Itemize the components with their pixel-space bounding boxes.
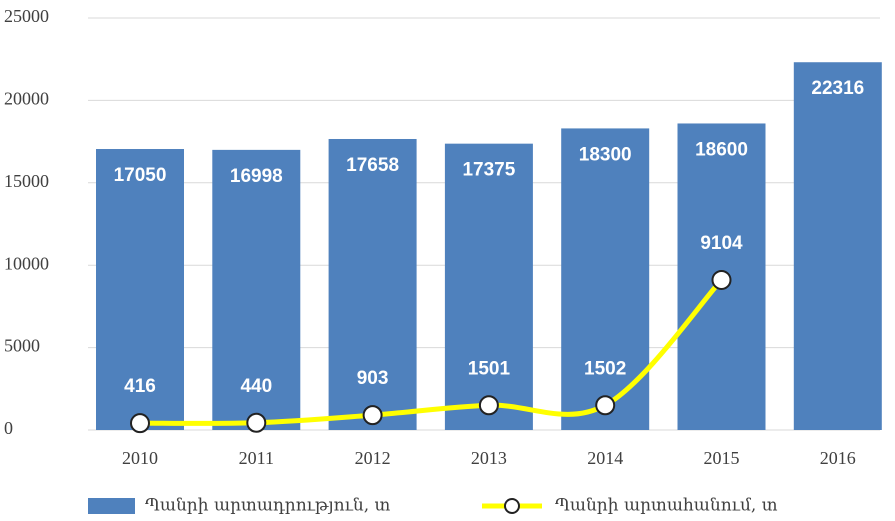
x-tick-label: 2016 bbox=[820, 448, 856, 468]
legend-marker bbox=[504, 498, 520, 514]
y-tick-label: 25000 bbox=[4, 6, 49, 26]
bar-data-label: 18600 bbox=[695, 139, 748, 160]
x-tick-label: 2012 bbox=[355, 448, 391, 468]
legend-swatch bbox=[88, 498, 135, 514]
y-tick-label: 15000 bbox=[4, 171, 49, 191]
legend-label: Պանրի արտադրություն, տ bbox=[145, 496, 391, 516]
y-tick-label: 20000 bbox=[4, 89, 49, 109]
bar-data-label: 17658 bbox=[346, 155, 399, 176]
line-marker bbox=[130, 413, 150, 434]
bar-data-label: 16998 bbox=[230, 166, 283, 187]
legend-label: Պանրի արտահանում, տ bbox=[555, 496, 778, 516]
bar-data-label: 17050 bbox=[114, 165, 167, 186]
line-data-label: 1501 bbox=[468, 358, 511, 379]
bar bbox=[212, 149, 301, 430]
line-marker bbox=[246, 412, 267, 433]
x-tick-label: 2013 bbox=[471, 448, 507, 468]
line-data-label: 416 bbox=[124, 376, 156, 397]
line-data-label: 440 bbox=[240, 376, 272, 397]
bar bbox=[561, 128, 650, 430]
bar bbox=[96, 149, 184, 431]
bar-data-label: 22316 bbox=[811, 78, 864, 99]
x-tick-label: 2014 bbox=[587, 448, 623, 468]
bar-data-label: 18300 bbox=[579, 144, 632, 165]
line-marker bbox=[478, 395, 499, 416]
bar-data-label: 17375 bbox=[462, 160, 515, 181]
line-marker bbox=[595, 395, 616, 416]
y-tick-label: 0 bbox=[4, 418, 13, 438]
line-data-label: 9104 bbox=[700, 233, 743, 254]
bar bbox=[444, 143, 533, 430]
line-marker bbox=[711, 269, 732, 290]
y-tick-label: 5000 bbox=[4, 336, 40, 356]
bar bbox=[328, 138, 417, 430]
y-tick-label: 10000 bbox=[4, 253, 49, 273]
x-tick-label: 2010 bbox=[122, 448, 158, 468]
line-data-label: 1502 bbox=[584, 358, 626, 379]
x-tick-label: 2011 bbox=[239, 448, 274, 468]
bar bbox=[793, 62, 882, 430]
line-marker bbox=[362, 405, 383, 426]
line-data-label: 903 bbox=[357, 368, 389, 389]
x-tick-label: 2015 bbox=[704, 448, 740, 468]
